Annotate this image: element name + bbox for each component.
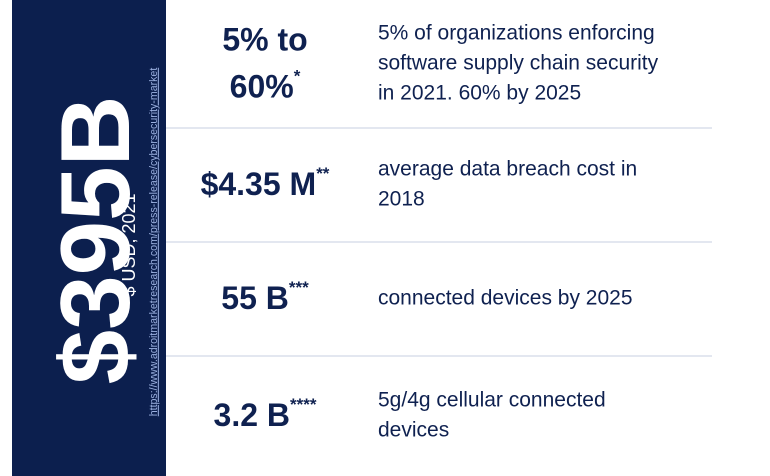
footnote-mark: ** — [316, 164, 330, 183]
stat-description: devices — [378, 419, 449, 442]
stat-description: in 2021. 60% by 2025 — [378, 82, 581, 105]
stat-description: 5% of organizations enforcing — [378, 22, 655, 45]
footnote-mark: *** — [289, 278, 309, 297]
stat-description: connected devices by 2025 — [378, 287, 633, 310]
stat-value: $4.35 M** — [201, 164, 330, 202]
stat-value-text: $4.35 M — [201, 166, 317, 202]
stat-value: 55 B*** — [221, 278, 309, 316]
stat-value: 60%* — [230, 67, 301, 105]
stat-value: 5% to — [222, 22, 307, 58]
footnote-mark: **** — [290, 395, 317, 414]
stat-value-text: 3.2 B — [214, 397, 290, 433]
stat-value-text: 60% — [230, 69, 294, 105]
sidebar-panel — [12, 0, 166, 476]
stat-description: software supply chain security — [378, 52, 659, 75]
stat-value-text: 55 B — [221, 280, 289, 316]
stat-description: average data breach cost in — [378, 158, 637, 181]
footnote-mark: * — [294, 67, 301, 86]
subtitle: $ USD, 2021 — [119, 193, 139, 296]
stat-value: 3.2 B**** — [214, 395, 317, 433]
source-link[interactable]: https://www.adroitmarketresearch.com/pre… — [148, 68, 160, 417]
stat-description: 5g/4g cellular connected — [378, 389, 606, 412]
stat-rows: 5% to 60%* 5% of organizations enforcing so… — [166, 22, 712, 442]
stat-description: 2018 — [378, 188, 425, 211]
stat-value-text: 5% to — [222, 22, 307, 58]
headline: $395B — [40, 96, 150, 385]
